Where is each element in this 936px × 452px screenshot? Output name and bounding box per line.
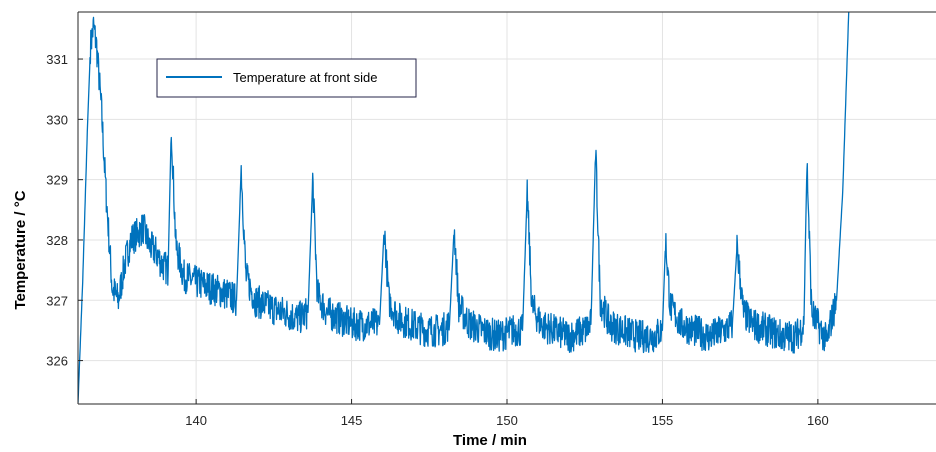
x-tick-label: 140 bbox=[185, 413, 207, 428]
y-tick-label: 328 bbox=[46, 233, 68, 248]
y-tick-label: 329 bbox=[46, 173, 68, 188]
y-tick-label: 331 bbox=[46, 52, 68, 67]
series-line-temperature-front-side bbox=[78, 12, 850, 403]
legend: Temperature at front side bbox=[156, 58, 417, 98]
y-tick-label: 326 bbox=[46, 354, 68, 369]
axes bbox=[77, 11, 936, 405]
series-group bbox=[78, 12, 850, 403]
grid bbox=[78, 12, 936, 404]
y-tick-labels: 326 327 328 329 330 331 bbox=[46, 52, 68, 369]
legend-label: Temperature at front side bbox=[233, 70, 378, 85]
x-tick-labels: 140 145 150 155 160 bbox=[185, 413, 828, 428]
y-tick-label: 330 bbox=[46, 112, 68, 127]
x-tick-label: 155 bbox=[652, 413, 674, 428]
x-tick-label: 150 bbox=[496, 413, 518, 428]
x-tick-label: 160 bbox=[807, 413, 829, 428]
x-tick-label: 145 bbox=[341, 413, 363, 428]
y-tick-label: 327 bbox=[46, 293, 68, 308]
y-axis-label: Temperature / °C bbox=[12, 190, 29, 309]
x-axis-label: Time / min bbox=[453, 432, 527, 449]
